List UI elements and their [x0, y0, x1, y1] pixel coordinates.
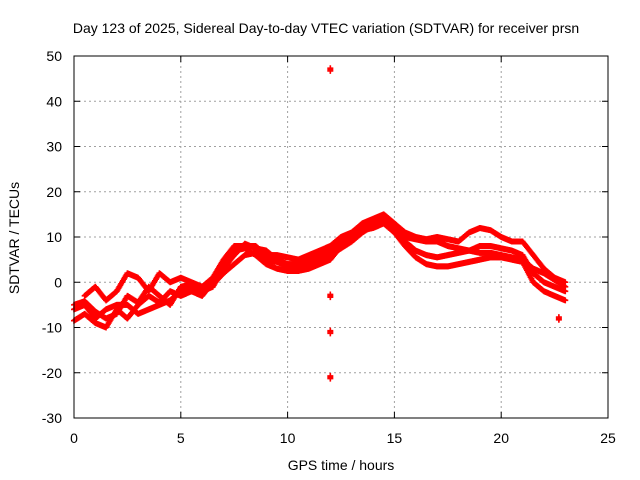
x-tick-label: 25: [600, 430, 616, 446]
y-axis-title: SDTVAR / TECUs: [6, 182, 22, 294]
data-point: [327, 329, 334, 336]
data-point: [562, 279, 569, 286]
data-point: [327, 292, 334, 299]
x-tick-label: 20: [493, 430, 509, 446]
y-tick-label: 50: [46, 48, 62, 64]
series-track-4: [81, 211, 569, 304]
data-point: [562, 288, 569, 295]
y-tick-label: 40: [46, 93, 62, 109]
y-tick-label: 10: [46, 229, 62, 245]
x-tick-label: 15: [387, 430, 403, 446]
y-tick-label: 20: [46, 184, 62, 200]
x-tick-label: 5: [177, 430, 185, 446]
axis-ticks: 0 5 10 15 20 25 -30 -20 -10 0 10 20 30 40 50: [42, 48, 616, 446]
chart-title: Day 123 of 2025, Sidereal Day-to-day VTE…: [73, 20, 579, 36]
data-points: [71, 65, 569, 382]
y-tick-label: -10: [42, 320, 62, 336]
series-track-3: [71, 218, 569, 322]
y-tick-label: -20: [42, 365, 62, 381]
data-point: [555, 315, 562, 322]
data-point: [562, 297, 569, 304]
y-tick-label: 30: [46, 139, 62, 155]
y-tick-label: 0: [54, 274, 62, 290]
x-tick-label: 0: [70, 430, 78, 446]
data-point: [327, 66, 334, 73]
series-outliers: [327, 65, 562, 382]
x-axis-title: GPS time / hours: [288, 457, 395, 473]
data-point: [327, 374, 334, 381]
y-tick-label: -30: [42, 410, 62, 426]
x-tick-label: 10: [280, 430, 296, 446]
